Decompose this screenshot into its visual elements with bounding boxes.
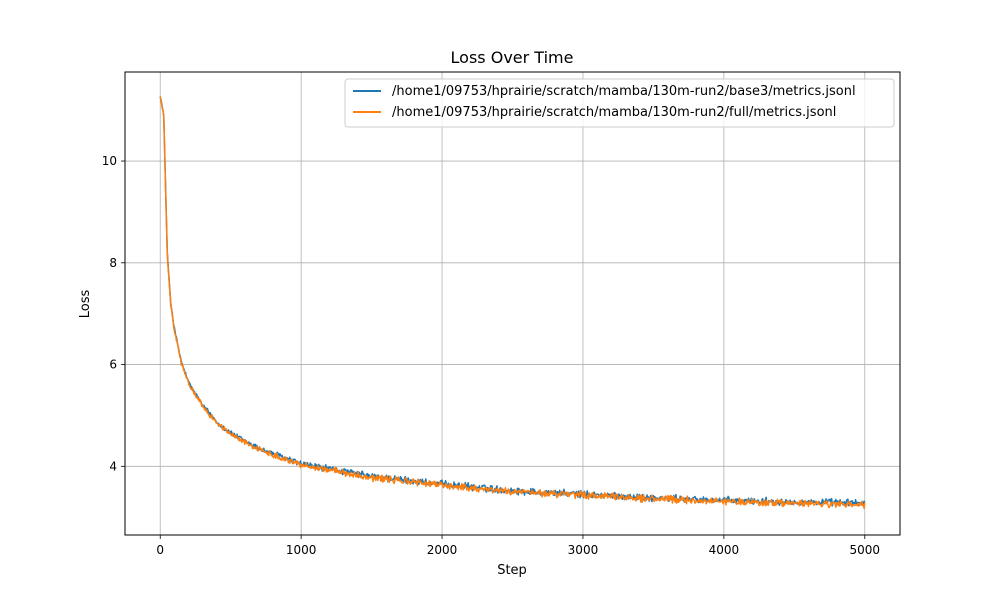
chart-title: Loss Over Time bbox=[451, 48, 574, 67]
series-line-full bbox=[159, 96, 866, 509]
plot-frame bbox=[124, 71, 901, 536]
series-layer bbox=[159, 96, 866, 509]
legend-label-full: /home1/09753/hprairie/scratch/mamba/130m… bbox=[392, 105, 836, 120]
x-axis-label: Step bbox=[497, 563, 527, 578]
legend: /home1/09753/hprairie/scratch/mamba/130m… bbox=[344, 78, 895, 128]
y-axis-label: Loss bbox=[78, 290, 93, 319]
grid bbox=[125, 72, 900, 535]
x-tick-label: 2000 bbox=[427, 543, 458, 557]
legend-label-base3: /home1/09753/hprairie/scratch/mamba/130m… bbox=[392, 84, 856, 99]
legend-box bbox=[344, 78, 895, 128]
y-tick-label: 6 bbox=[109, 358, 117, 372]
x-tick-label: 3000 bbox=[568, 543, 599, 557]
y-tick-label: 4 bbox=[109, 459, 117, 473]
x-tick-label: 1000 bbox=[286, 543, 317, 557]
x-tick-label: 4000 bbox=[709, 543, 740, 557]
x-tick-label: 5000 bbox=[849, 543, 880, 557]
y-tick-label: 10 bbox=[102, 154, 117, 168]
x-tick-label: 0 bbox=[156, 543, 164, 557]
y-tick-label: 8 bbox=[109, 256, 117, 270]
ticks: 0 1000 2000 3000 4000 5000 4 6 8 10 bbox=[102, 154, 880, 557]
